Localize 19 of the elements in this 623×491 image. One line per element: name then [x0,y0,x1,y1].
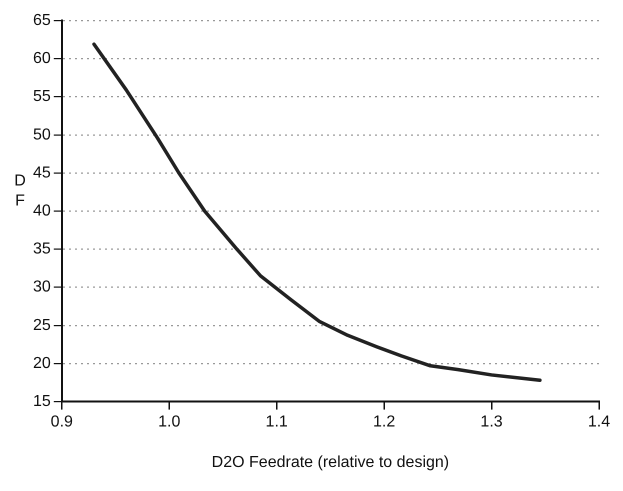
y-tick-label: 65 [33,12,51,30]
y-axis-title: DF [14,172,26,210]
x-tick-label: 1.1 [266,414,288,431]
y-tick-label: 45 [33,164,51,182]
x-tick-label: 1.3 [480,414,503,431]
x-axis-title: D2O Feedrate (relative to design) [212,454,450,471]
y-tick-label: 15 [33,393,51,410]
x-tick-label: 1.4 [588,414,610,431]
y-tick-label: 60 [33,50,51,68]
y-tick-label: 40 [33,202,51,220]
y-tick-label: 20 [33,354,51,372]
y-tick-label: 55 [33,88,51,106]
y-tick-label: 35 [33,240,51,258]
y-tick-label: 30 [33,278,51,296]
x-tick-label: 1.0 [158,414,180,431]
y-tick-label: 25 [33,316,51,334]
x-tick-label: 1.2 [372,414,396,431]
y-tick-label: 50 [33,126,51,144]
x-tick-label: 0.9 [50,414,74,431]
